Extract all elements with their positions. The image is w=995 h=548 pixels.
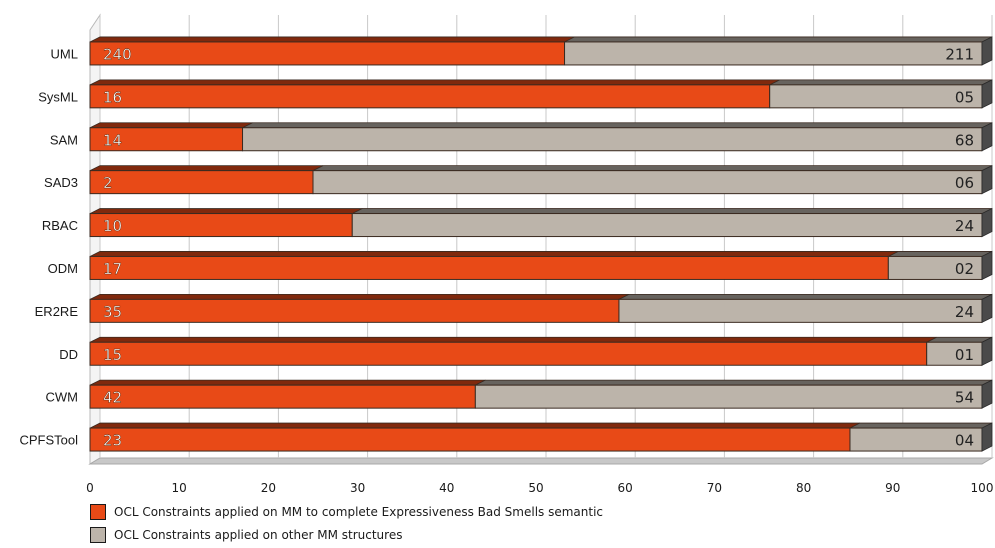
bar-er2re-end (982, 294, 992, 322)
bar-rbac-series-1-top (90, 209, 362, 214)
data-label-dd-series-1: 15 (103, 346, 122, 364)
category-label-odm: ODM (48, 261, 78, 276)
legend-item-series-1: OCL Constraints applied on MM to complet… (90, 502, 603, 522)
legend-label-series-2: OCL Constraints applied on other MM stru… (114, 528, 402, 542)
bar-odm-series-2-top (888, 251, 992, 256)
data-label-er2re-series-2: 24 (955, 303, 974, 321)
category-label-rbac: RBAC (42, 218, 78, 233)
data-label-sam-series-2: 68 (955, 131, 974, 149)
data-label-dd-series-2: 01 (955, 346, 974, 364)
data-label-cwm-series-1: 42 (103, 389, 122, 407)
x-tick-label-40: 40 (439, 481, 454, 495)
bar-sad3-series-2 (313, 171, 982, 194)
bar-cpfstool-series-1 (90, 428, 850, 451)
bar-sysml-series-2 (770, 85, 982, 108)
bar-er2re-series-2 (619, 299, 982, 322)
data-label-odm-series-1: 17 (103, 260, 122, 278)
bar-sysml-series-1 (90, 85, 770, 108)
bar-cwm-series-1-top (90, 380, 485, 385)
bar-cwm-series-1 (90, 385, 475, 408)
legend-label-series-1: OCL Constraints applied on MM to complet… (114, 505, 603, 519)
data-label-er2re-series-1: 35 (103, 303, 122, 321)
data-label-sysml-series-1: 16 (103, 88, 122, 106)
legend: OCL Constraints applied on MM to complet… (90, 502, 603, 548)
x-tick-label-10: 10 (172, 481, 187, 495)
bar-uml-end (982, 37, 992, 65)
bar-sysml-series-1-top (90, 80, 780, 85)
bar-odm-series-1 (90, 256, 888, 279)
x-tick-label-20: 20 (261, 481, 276, 495)
bar-dd-end (982, 337, 992, 365)
bar-er2re-series-2-top (619, 294, 992, 299)
floor (90, 458, 992, 464)
bar-dd-series-1-top (90, 337, 937, 342)
category-label-er2re: ER2RE (35, 304, 79, 319)
x-tick-label-50: 50 (528, 481, 543, 495)
category-label-sam: SAM (50, 132, 78, 147)
data-label-rbac-series-2: 24 (955, 217, 974, 235)
data-label-cpfstool-series-1: 23 (103, 432, 122, 450)
bar-cwm-series-2-top (475, 380, 992, 385)
bar-sad3-series-2-top (313, 166, 992, 171)
category-label-sad3: SAD3 (44, 175, 78, 190)
data-label-uml-series-1: 240 (103, 45, 132, 63)
data-label-odm-series-2: 02 (955, 260, 974, 278)
bar-uml-series-2-top (565, 37, 992, 42)
bar-sad3-series-1 (90, 171, 313, 194)
data-label-uml-series-2: 211 (945, 45, 974, 63)
x-tick-label-80: 80 (796, 481, 811, 495)
x-tick-label-0: 0 (86, 481, 94, 495)
bar-rbac-series-2-top (352, 209, 992, 214)
category-label-dd: DD (59, 347, 78, 362)
bar-sysml-end (982, 80, 992, 108)
bar-rbac-series-2 (352, 214, 982, 237)
data-label-cpfstool-series-2: 04 (955, 432, 974, 450)
x-tick-label-60: 60 (618, 481, 633, 495)
bar-rbac-series-1 (90, 214, 352, 237)
bar-sam-series-2 (243, 128, 982, 151)
bar-cpfstool-end (982, 423, 992, 451)
bar-cpfstool-series-1-top (90, 423, 860, 428)
bar-sam-end (982, 123, 992, 151)
x-tick-label-70: 70 (707, 481, 722, 495)
legend-item-series-2: OCL Constraints applied on other MM stru… (90, 525, 603, 545)
bar-sysml-series-2-top (770, 80, 992, 85)
bar-dd-series-1 (90, 342, 927, 365)
bar-er2re-series-1-top (90, 294, 629, 299)
x-tick-label-100: 100 (971, 481, 994, 495)
bar-sad3-end (982, 166, 992, 194)
x-tick-label-30: 30 (350, 481, 365, 495)
legend-swatch-series-2 (90, 527, 106, 543)
bar-uml-series-1 (90, 42, 565, 65)
legend-swatch-series-1 (90, 504, 106, 520)
data-label-sad3-series-2: 06 (955, 174, 974, 192)
x-tick-label-90: 90 (885, 481, 900, 495)
bar-cwm-series-2 (475, 385, 982, 408)
category-label-cpfstool: CPFSTool (19, 433, 78, 448)
bar-sam-series-1-top (90, 123, 253, 128)
bar-sad3-series-1-top (90, 166, 323, 171)
data-label-cwm-series-2: 54 (955, 389, 974, 407)
bar-odm-series-1-top (90, 251, 898, 256)
bar-rbac-end (982, 209, 992, 237)
bar-sam-series-2-top (243, 123, 992, 128)
bar-cwm-end (982, 380, 992, 408)
data-label-sad3-series-1: 2 (103, 174, 113, 192)
category-label-uml: UML (51, 46, 78, 61)
bar-uml-series-2 (565, 42, 982, 65)
data-label-sam-series-1: 14 (103, 131, 122, 149)
bar-cpfstool-series-2-top (850, 423, 992, 428)
data-label-sysml-series-2: 05 (955, 88, 974, 106)
category-label-sysml: SysML (38, 89, 78, 104)
bar-uml-series-1-top (90, 37, 575, 42)
bar-odm-end (982, 251, 992, 279)
bar-er2re-series-1 (90, 299, 619, 322)
data-label-rbac-series-1: 10 (103, 217, 122, 235)
bar-dd-series-2-top (927, 337, 992, 342)
category-label-cwm: CWM (46, 390, 79, 405)
